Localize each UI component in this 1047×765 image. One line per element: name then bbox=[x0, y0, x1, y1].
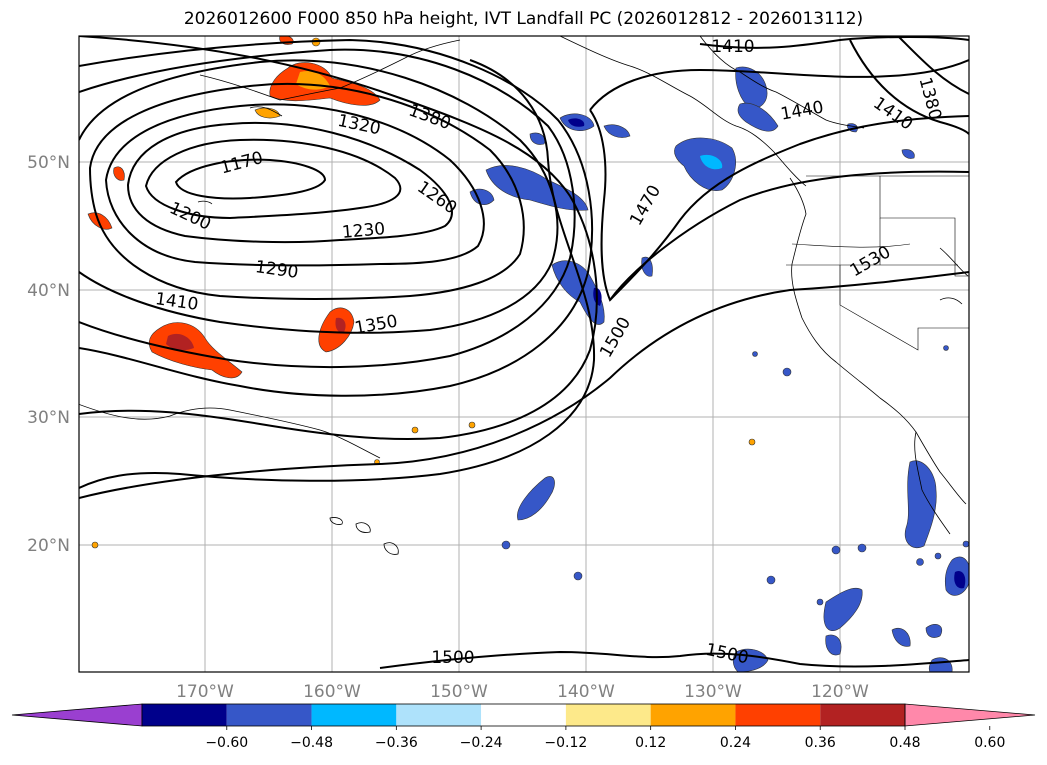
colorbar-tick-label: 0.12 bbox=[635, 735, 666, 751]
colorbar-tick-label: 0.60 bbox=[974, 735, 1005, 751]
colorbar-tick-label: −0.12 bbox=[544, 735, 587, 751]
height-contours bbox=[79, 36, 969, 669]
colorbar-tick-label: −0.48 bbox=[290, 735, 333, 751]
map-frame bbox=[78, 35, 970, 673]
colorbar-segment bbox=[311, 704, 397, 726]
colorbar-extend-low bbox=[11, 703, 143, 727]
colorbar-tick-label: −0.36 bbox=[375, 735, 418, 751]
colorbar-extend-high bbox=[904, 703, 1036, 727]
latitude-labels: 50°N 40°N 30°N 20°N bbox=[27, 153, 70, 556]
colorbar-segment bbox=[226, 704, 312, 726]
lat-label: 40°N bbox=[27, 281, 70, 301]
lat-label: 20°N bbox=[27, 536, 70, 556]
colorbar-segment bbox=[820, 704, 905, 726]
colorbar-tick-label: 0.36 bbox=[805, 735, 836, 751]
map-title: 2026012600 F000 850 hPa height, IVT Land… bbox=[183, 9, 864, 29]
lon-label: 120°W bbox=[811, 682, 869, 702]
colorbar-tick-label: −0.60 bbox=[205, 735, 248, 751]
longitude-labels: 170°W 160°W 150°W 140°W 130°W 120°W bbox=[176, 682, 869, 702]
lon-label: 140°W bbox=[557, 682, 615, 702]
contour-label: 1500 bbox=[431, 648, 474, 668]
lat-label: 30°N bbox=[27, 408, 70, 428]
colorbar-segment bbox=[142, 704, 227, 726]
colorbar: −0.60 −0.48 −0.36 −0.24 −0.12 0.12 0.24 0.36 0.4… bbox=[11, 703, 1036, 751]
lon-label: 130°W bbox=[684, 682, 742, 702]
colorbar-segment bbox=[735, 704, 821, 726]
lon-label: 170°W bbox=[176, 682, 234, 702]
lon-label: 150°W bbox=[430, 682, 488, 702]
contour-label: 1230 bbox=[341, 219, 386, 243]
colorbar-segment bbox=[396, 704, 482, 726]
colorbar-tick-label: −0.24 bbox=[460, 735, 503, 751]
political-borders bbox=[786, 175, 969, 351]
colorbar-frame bbox=[141, 703, 906, 727]
colorbar-segment bbox=[481, 704, 566, 726]
contour-label: 1410 bbox=[711, 37, 754, 57]
map-area bbox=[79, 36, 969, 672]
lat-label: 50°N bbox=[27, 153, 70, 173]
positive-ivt-areas bbox=[87, 36, 756, 549]
colorbar-segment bbox=[565, 704, 651, 726]
negative-ivt-areas bbox=[469, 66, 969, 672]
colorbar-segment bbox=[650, 704, 736, 726]
colorbar-tick-label: 0.24 bbox=[720, 735, 751, 751]
colorbar-tick-label: 0.48 bbox=[889, 735, 920, 751]
lon-label: 160°W bbox=[303, 682, 361, 702]
